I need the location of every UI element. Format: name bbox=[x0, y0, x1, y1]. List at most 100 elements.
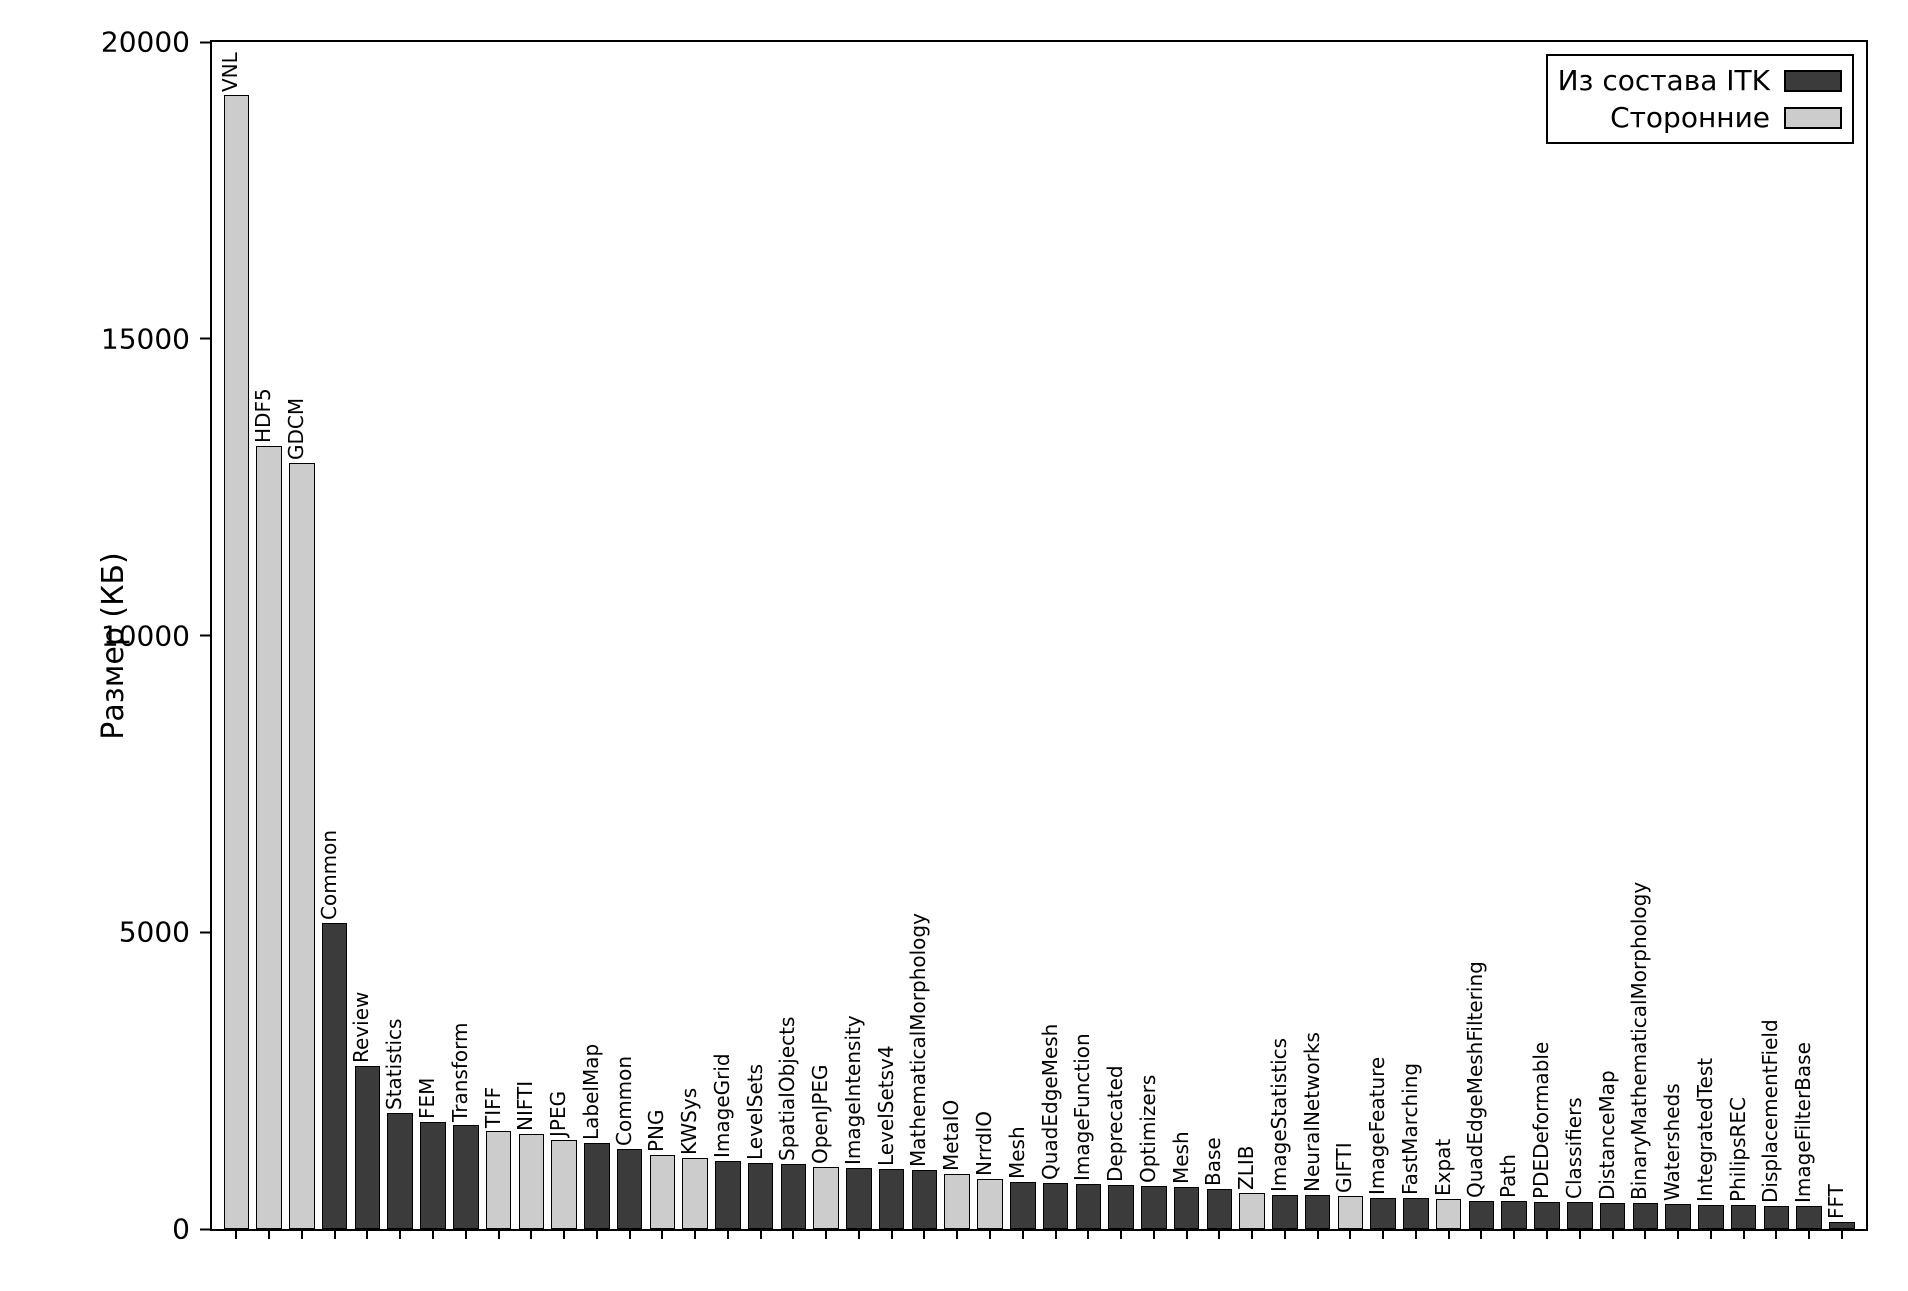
x-tick-mark bbox=[563, 1229, 565, 1239]
x-tick-mark bbox=[1710, 1229, 1712, 1239]
bar-label: ImageGrid bbox=[710, 1053, 734, 1158]
bar-label: FastMarching bbox=[1398, 1063, 1422, 1195]
x-tick-mark bbox=[1546, 1229, 1548, 1239]
bar: Mesh bbox=[1010, 1182, 1036, 1229]
bar-label: ImageFeature bbox=[1365, 1056, 1389, 1194]
x-tick-mark bbox=[1284, 1229, 1286, 1239]
y-tick-mark bbox=[200, 635, 210, 637]
bar: Mesh bbox=[1174, 1187, 1200, 1229]
bar-slot: PhilipsREC bbox=[1727, 42, 1760, 1229]
bar-slot: Mesh bbox=[1170, 42, 1203, 1229]
bar-slot: TIFF bbox=[482, 42, 515, 1229]
bar: Deprecated bbox=[1108, 1185, 1134, 1229]
legend-label: Из состава ITK bbox=[1558, 64, 1770, 97]
bar: Classifiers bbox=[1567, 1202, 1593, 1229]
x-tick-mark bbox=[1055, 1229, 1057, 1239]
bar-label: FFT bbox=[1824, 1184, 1848, 1219]
bar-slot: Deprecated bbox=[1105, 42, 1138, 1229]
bar: ImageStatistics bbox=[1272, 1195, 1298, 1229]
bar-slot: BinaryMathematicalMorphology bbox=[1629, 42, 1662, 1229]
y-tick: 10000 bbox=[100, 619, 210, 652]
bar-label: ImageFunction bbox=[1070, 1033, 1094, 1181]
x-tick-mark bbox=[301, 1229, 303, 1239]
bar-label: JPEG bbox=[546, 1091, 570, 1137]
bar: MetaIO bbox=[944, 1174, 970, 1229]
bar-slot: ImageFunction bbox=[1072, 42, 1105, 1229]
bar-label: Expat bbox=[1431, 1139, 1455, 1196]
bar: Watersheds bbox=[1665, 1204, 1691, 1229]
bar-label: ImageFilterBase bbox=[1791, 1043, 1815, 1204]
y-tick-label: 15000 bbox=[100, 322, 200, 355]
bar-label: Mesh bbox=[1005, 1126, 1029, 1179]
y-tick: 0 bbox=[100, 1213, 210, 1246]
x-tick-mark bbox=[1743, 1229, 1745, 1239]
x-tick-mark bbox=[891, 1229, 893, 1239]
bar: NeuralNetworks bbox=[1305, 1195, 1331, 1229]
bar-slot: QuadEdgeMesh bbox=[1039, 42, 1072, 1229]
bar-label: FEM bbox=[415, 1078, 439, 1119]
bar-slot: Watersheds bbox=[1662, 42, 1695, 1229]
x-tick-mark bbox=[1448, 1229, 1450, 1239]
bar-label: Base bbox=[1201, 1137, 1225, 1186]
bar-slot: ImageFilterBase bbox=[1793, 42, 1826, 1229]
bar-label: ZLIB bbox=[1234, 1146, 1258, 1190]
bar: ImageFunction bbox=[1076, 1184, 1102, 1229]
x-tick-mark bbox=[1317, 1229, 1319, 1239]
bar-label: LevelSets bbox=[743, 1063, 767, 1159]
bar-label: NrrdIO bbox=[972, 1111, 996, 1176]
x-tick-mark bbox=[989, 1229, 991, 1239]
x-tick-mark bbox=[1677, 1229, 1679, 1239]
bar: Statistics bbox=[387, 1113, 413, 1229]
bar: LevelSetsv4 bbox=[879, 1169, 905, 1229]
bars-container: VNLHDF5GDCMCommonReviewStatisticsFEMTran… bbox=[212, 42, 1866, 1229]
bar-slot: ImageGrid bbox=[711, 42, 744, 1229]
bar: GDCM bbox=[289, 463, 315, 1229]
bar-label: Review bbox=[349, 991, 373, 1062]
bar-slot: GDCM bbox=[286, 42, 319, 1229]
x-tick-mark bbox=[1775, 1229, 1777, 1239]
bar: PhilipsREC bbox=[1731, 1205, 1757, 1229]
x-tick-mark bbox=[727, 1229, 729, 1239]
x-tick-mark bbox=[465, 1229, 467, 1239]
bar-slot: Statistics bbox=[384, 42, 417, 1229]
x-tick-mark bbox=[760, 1229, 762, 1239]
bar: Expat bbox=[1436, 1199, 1462, 1229]
bar-label: Watersheds bbox=[1660, 1083, 1684, 1201]
legend-row: Из состава ITK bbox=[1558, 62, 1842, 99]
x-tick-mark bbox=[792, 1229, 794, 1239]
bar-label: Statistics bbox=[382, 1019, 406, 1110]
bar-slot: Common bbox=[318, 42, 351, 1229]
bar-slot: QuadEdgeMeshFiltering bbox=[1465, 42, 1498, 1229]
bar-label: OpenJPEG bbox=[808, 1064, 832, 1164]
x-tick-mark bbox=[1120, 1229, 1122, 1239]
bar: OpenJPEG bbox=[813, 1167, 839, 1229]
y-tick-mark bbox=[200, 1228, 210, 1230]
bar-label: GDCM bbox=[284, 398, 308, 460]
bar-label: HDF5 bbox=[251, 388, 275, 443]
x-tick-mark bbox=[1841, 1229, 1843, 1239]
bar-label: NIFTI bbox=[513, 1081, 537, 1131]
bar-slot: Classifiers bbox=[1563, 42, 1596, 1229]
bar: SpatialObjects bbox=[781, 1164, 807, 1229]
x-tick-mark bbox=[268, 1229, 270, 1239]
bar: Common bbox=[617, 1149, 643, 1229]
x-tick-mark bbox=[1415, 1229, 1417, 1239]
bar-label: MathematicalMorphology bbox=[906, 913, 930, 1167]
bar: NIFTI bbox=[519, 1134, 545, 1229]
bar-slot: LevelSets bbox=[744, 42, 777, 1229]
bar-label: PDEDeformable bbox=[1529, 1041, 1553, 1198]
bar-label: QuadEdgeMesh bbox=[1038, 1023, 1062, 1179]
bar-slot: Transform bbox=[449, 42, 482, 1229]
bar: Review bbox=[355, 1066, 381, 1229]
bar: JPEG bbox=[551, 1140, 577, 1229]
bar: GIFTI bbox=[1338, 1196, 1364, 1229]
x-tick-mark bbox=[694, 1229, 696, 1239]
bar-slot: ZLIB bbox=[1236, 42, 1269, 1229]
y-tick-mark bbox=[200, 338, 210, 340]
bar: DistanceMap bbox=[1600, 1203, 1626, 1229]
bar-label: Common bbox=[317, 830, 341, 920]
bar: FastMarching bbox=[1403, 1198, 1429, 1229]
bar-label: MetaIO bbox=[939, 1100, 963, 1171]
bar-label: DistanceMap bbox=[1595, 1070, 1619, 1200]
bar-label: BinaryMathematicalMorphology bbox=[1627, 882, 1651, 1200]
